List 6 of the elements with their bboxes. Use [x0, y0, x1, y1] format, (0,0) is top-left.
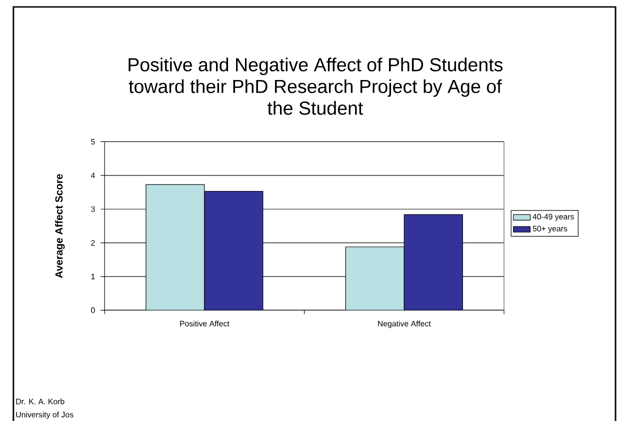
- bar: [345, 246, 404, 310]
- bar: [204, 190, 264, 310]
- bar: [404, 214, 463, 310]
- y-axis-title: Average Affect Score: [55, 174, 65, 278]
- chart-title: Positive and Negative Affect of PhD Students toward their PhD Research Project by Age of the Student: [128, 58, 503, 115]
- bar: [146, 184, 205, 310]
